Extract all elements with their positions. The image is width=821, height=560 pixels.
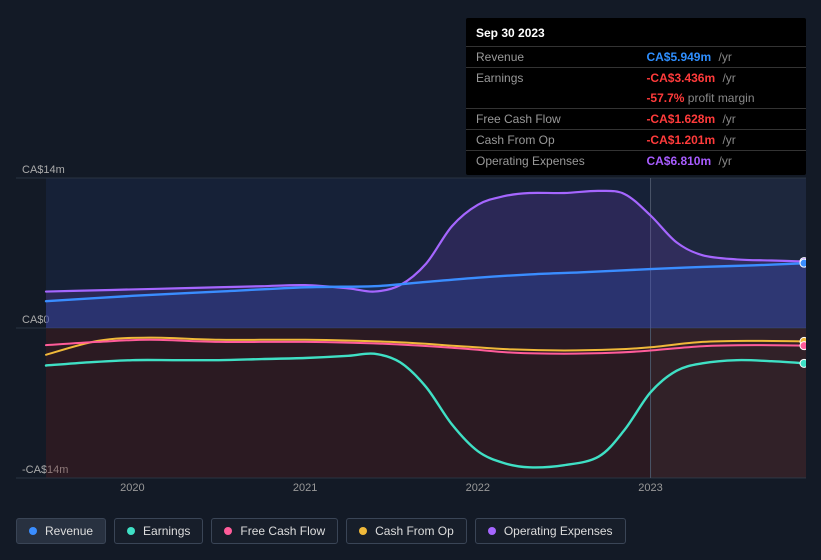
tooltip-row-value: -CA$1.201m /yr — [636, 130, 806, 151]
tooltip-row-label: Earnings — [466, 68, 636, 89]
legend-item-free-cash-flow[interactable]: Free Cash Flow — [211, 518, 338, 544]
legend-item-operating-expenses[interactable]: Operating Expenses — [475, 518, 626, 544]
x-axis: 2020 2021 2022 2023 — [16, 482, 806, 502]
legend-item-revenue[interactable]: Revenue — [16, 518, 106, 544]
x-axis-label: 2023 — [638, 482, 662, 494]
legend-dot-icon — [224, 527, 232, 535]
tooltip-date: Sep 30 2023 — [466, 24, 806, 46]
legend-dot-icon — [359, 527, 367, 535]
legend-label: Operating Expenses — [504, 524, 613, 538]
tooltip-row-value: -CA$1.628m /yr — [636, 109, 806, 130]
x-axis-label: 2020 — [120, 482, 144, 494]
tooltip-row-label: Cash From Op — [466, 130, 636, 151]
legend-dot-icon — [488, 527, 496, 535]
tooltip-row-label: Revenue — [466, 47, 636, 68]
tooltip-table: RevenueCA$5.949m /yrEarnings-CA$3.436m /… — [466, 46, 806, 171]
chart-tooltip: Sep 30 2023 RevenueCA$5.949m /yrEarnings… — [466, 18, 806, 175]
legend-label: Revenue — [45, 524, 93, 538]
legend-dot-icon — [29, 527, 37, 535]
chart-legend: Revenue Earnings Free Cash Flow Cash From O… — [16, 518, 626, 544]
legend-label: Free Cash Flow — [240, 524, 325, 538]
x-axis-label: 2021 — [293, 482, 317, 494]
legend-label: Earnings — [143, 524, 190, 538]
legend-label: Cash From Op — [375, 524, 454, 538]
legend-item-earnings[interactable]: Earnings — [114, 518, 203, 544]
tooltip-row-value: CA$5.949m /yr — [636, 47, 806, 68]
legend-dot-icon — [127, 527, 135, 535]
tooltip-row-label: Free Cash Flow — [466, 109, 636, 130]
x-axis-label: 2022 — [466, 482, 490, 494]
financials-chart[interactable] — [16, 160, 806, 510]
tooltip-row-value: -CA$3.436m /yr — [636, 68, 806, 89]
legend-item-cash-from-op[interactable]: Cash From Op — [346, 518, 467, 544]
